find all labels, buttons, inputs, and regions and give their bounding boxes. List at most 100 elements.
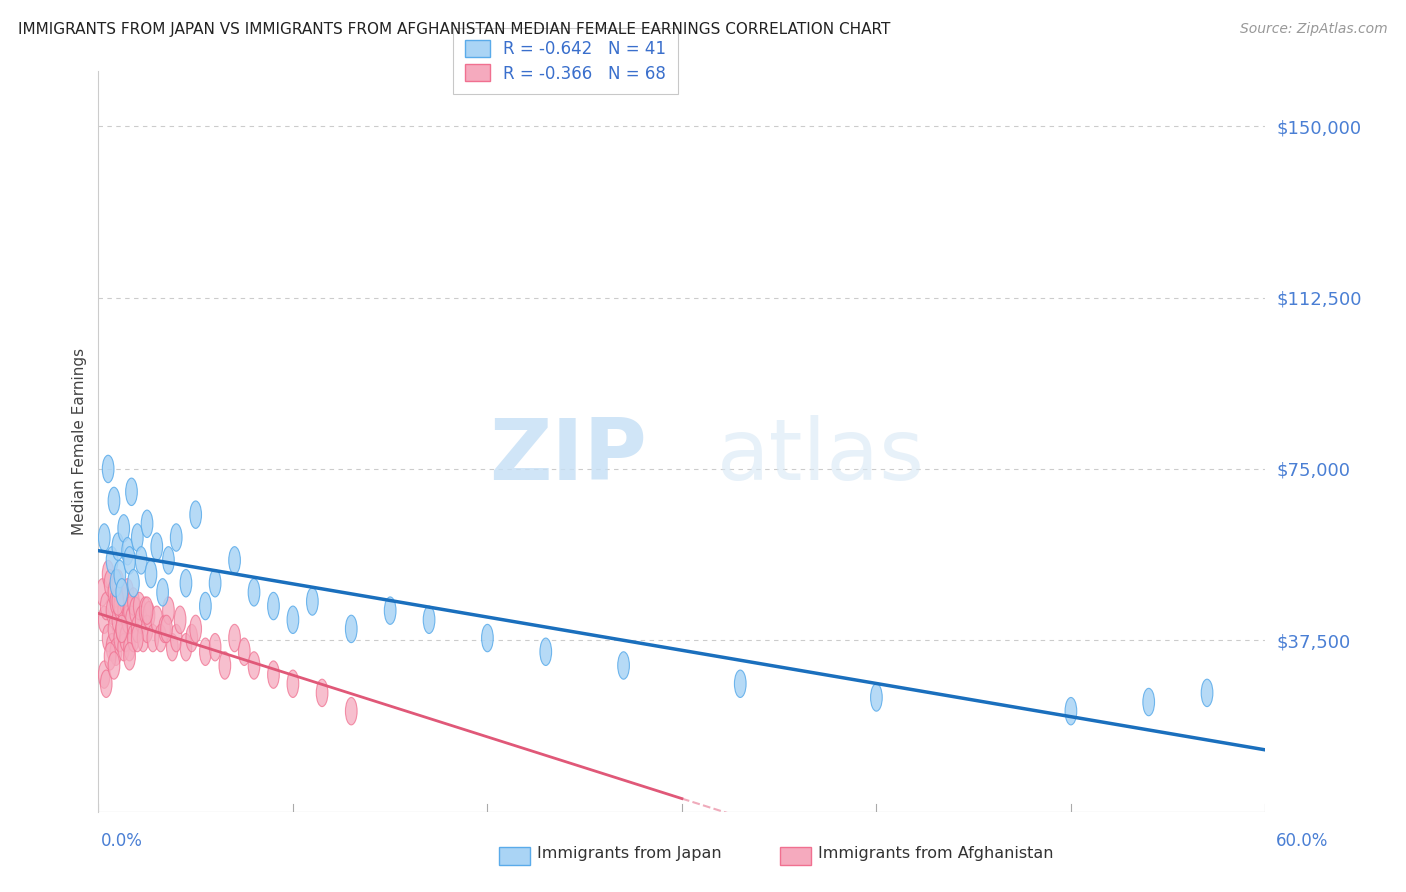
Ellipse shape — [115, 579, 128, 606]
Ellipse shape — [115, 615, 128, 642]
Ellipse shape — [112, 606, 124, 633]
Ellipse shape — [141, 615, 153, 642]
Text: Immigrants from Japan: Immigrants from Japan — [537, 847, 721, 861]
Ellipse shape — [114, 624, 125, 652]
Ellipse shape — [98, 524, 110, 551]
Ellipse shape — [229, 624, 240, 652]
Text: 0.0%: 0.0% — [101, 832, 143, 850]
Ellipse shape — [132, 524, 143, 551]
Text: IMMIGRANTS FROM JAPAN VS IMMIGRANTS FROM AFGHANISTAN MEDIAN FEMALE EARNINGS CORR: IMMIGRANTS FROM JAPAN VS IMMIGRANTS FROM… — [18, 22, 890, 37]
Ellipse shape — [112, 588, 124, 615]
Ellipse shape — [174, 606, 186, 633]
Ellipse shape — [122, 606, 134, 633]
Ellipse shape — [122, 538, 134, 565]
Ellipse shape — [108, 579, 120, 606]
Ellipse shape — [128, 624, 139, 652]
Ellipse shape — [170, 624, 181, 652]
Ellipse shape — [112, 533, 124, 560]
Ellipse shape — [267, 661, 280, 689]
Ellipse shape — [125, 606, 138, 633]
Ellipse shape — [114, 592, 125, 620]
Ellipse shape — [103, 455, 114, 483]
Ellipse shape — [112, 569, 124, 597]
Ellipse shape — [97, 579, 108, 606]
Ellipse shape — [124, 597, 135, 624]
Ellipse shape — [135, 547, 148, 574]
Ellipse shape — [118, 597, 129, 624]
Ellipse shape — [150, 533, 163, 560]
Ellipse shape — [122, 579, 134, 606]
Ellipse shape — [1143, 689, 1154, 715]
Ellipse shape — [141, 510, 153, 538]
Ellipse shape — [209, 569, 221, 597]
Ellipse shape — [139, 597, 150, 624]
Ellipse shape — [287, 606, 298, 633]
Ellipse shape — [148, 624, 159, 652]
Ellipse shape — [346, 698, 357, 725]
Ellipse shape — [103, 624, 114, 652]
Text: Source: ZipAtlas.com: Source: ZipAtlas.com — [1240, 22, 1388, 37]
Ellipse shape — [423, 606, 434, 633]
Ellipse shape — [129, 597, 141, 624]
Y-axis label: Median Female Earnings: Median Female Earnings — [72, 348, 87, 535]
Ellipse shape — [120, 624, 132, 652]
Ellipse shape — [115, 579, 128, 606]
Ellipse shape — [160, 615, 173, 642]
Ellipse shape — [180, 633, 191, 661]
Ellipse shape — [870, 684, 882, 711]
Ellipse shape — [200, 638, 211, 665]
Ellipse shape — [132, 615, 143, 642]
Ellipse shape — [163, 547, 174, 574]
Ellipse shape — [219, 652, 231, 679]
Ellipse shape — [190, 501, 201, 528]
Ellipse shape — [166, 633, 179, 661]
Ellipse shape — [200, 592, 211, 620]
Ellipse shape — [108, 487, 120, 515]
Ellipse shape — [100, 592, 112, 620]
Ellipse shape — [135, 606, 148, 633]
Ellipse shape — [239, 638, 250, 665]
Ellipse shape — [734, 670, 747, 698]
Ellipse shape — [540, 638, 551, 665]
Ellipse shape — [128, 588, 139, 615]
Ellipse shape — [125, 478, 138, 506]
Ellipse shape — [186, 624, 198, 652]
Ellipse shape — [110, 569, 122, 597]
Ellipse shape — [145, 560, 157, 588]
Ellipse shape — [138, 624, 149, 652]
Ellipse shape — [134, 592, 145, 620]
Ellipse shape — [249, 652, 260, 679]
Ellipse shape — [124, 633, 135, 661]
Ellipse shape — [155, 624, 166, 652]
Ellipse shape — [110, 638, 122, 665]
Ellipse shape — [617, 652, 630, 679]
Ellipse shape — [110, 588, 122, 615]
Ellipse shape — [307, 588, 318, 615]
Ellipse shape — [190, 615, 201, 642]
Ellipse shape — [98, 606, 110, 633]
Ellipse shape — [1201, 679, 1213, 706]
Ellipse shape — [346, 615, 357, 642]
Ellipse shape — [118, 633, 129, 661]
Ellipse shape — [107, 547, 118, 574]
Ellipse shape — [229, 547, 240, 574]
Text: Immigrants from Afghanistan: Immigrants from Afghanistan — [818, 847, 1053, 861]
Ellipse shape — [384, 597, 396, 624]
Ellipse shape — [124, 642, 135, 670]
Ellipse shape — [124, 547, 135, 574]
Ellipse shape — [107, 633, 118, 661]
Ellipse shape — [157, 579, 169, 606]
Ellipse shape — [141, 597, 153, 624]
Ellipse shape — [180, 569, 191, 597]
Ellipse shape — [143, 601, 155, 629]
Text: ZIP: ZIP — [489, 415, 647, 498]
Ellipse shape — [249, 579, 260, 606]
Ellipse shape — [100, 670, 112, 698]
Ellipse shape — [120, 588, 132, 615]
Ellipse shape — [150, 606, 163, 633]
Ellipse shape — [132, 624, 143, 652]
Ellipse shape — [267, 592, 280, 620]
Ellipse shape — [482, 624, 494, 652]
Ellipse shape — [159, 615, 170, 642]
Ellipse shape — [287, 670, 298, 698]
